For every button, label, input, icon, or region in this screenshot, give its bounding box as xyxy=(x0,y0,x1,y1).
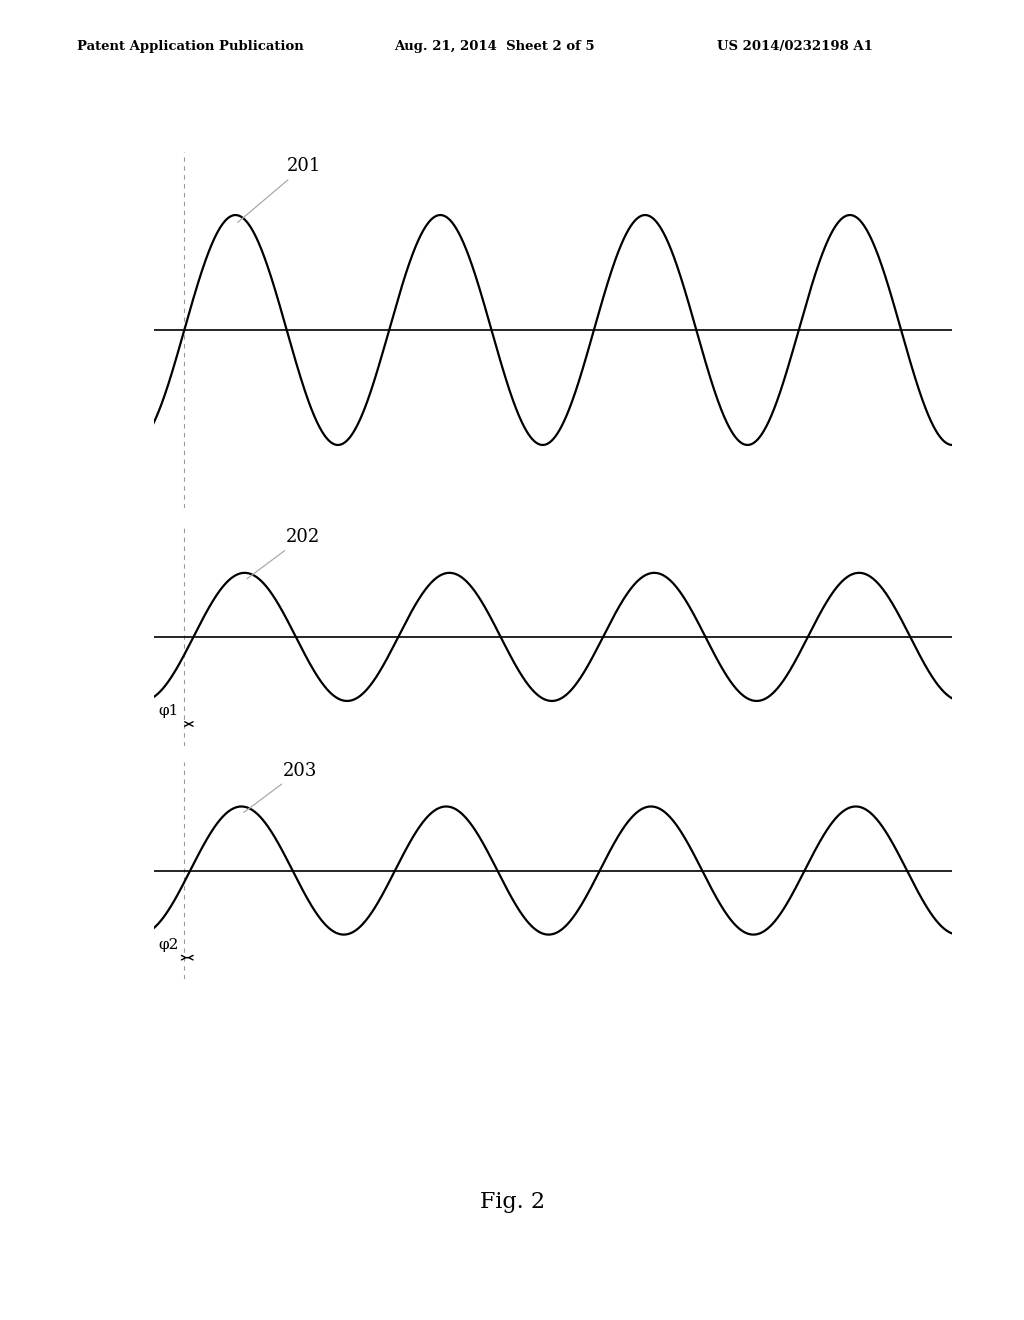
Text: Fig. 2: Fig. 2 xyxy=(479,1191,545,1213)
Text: Patent Application Publication: Patent Application Publication xyxy=(77,40,303,53)
Text: US 2014/0232198 A1: US 2014/0232198 A1 xyxy=(717,40,872,53)
Text: 203: 203 xyxy=(244,762,316,813)
Text: 201: 201 xyxy=(238,157,322,223)
Text: φ2: φ2 xyxy=(159,937,179,952)
Text: φ1: φ1 xyxy=(159,704,179,718)
Text: 202: 202 xyxy=(247,528,319,579)
Text: Aug. 21, 2014  Sheet 2 of 5: Aug. 21, 2014 Sheet 2 of 5 xyxy=(394,40,595,53)
